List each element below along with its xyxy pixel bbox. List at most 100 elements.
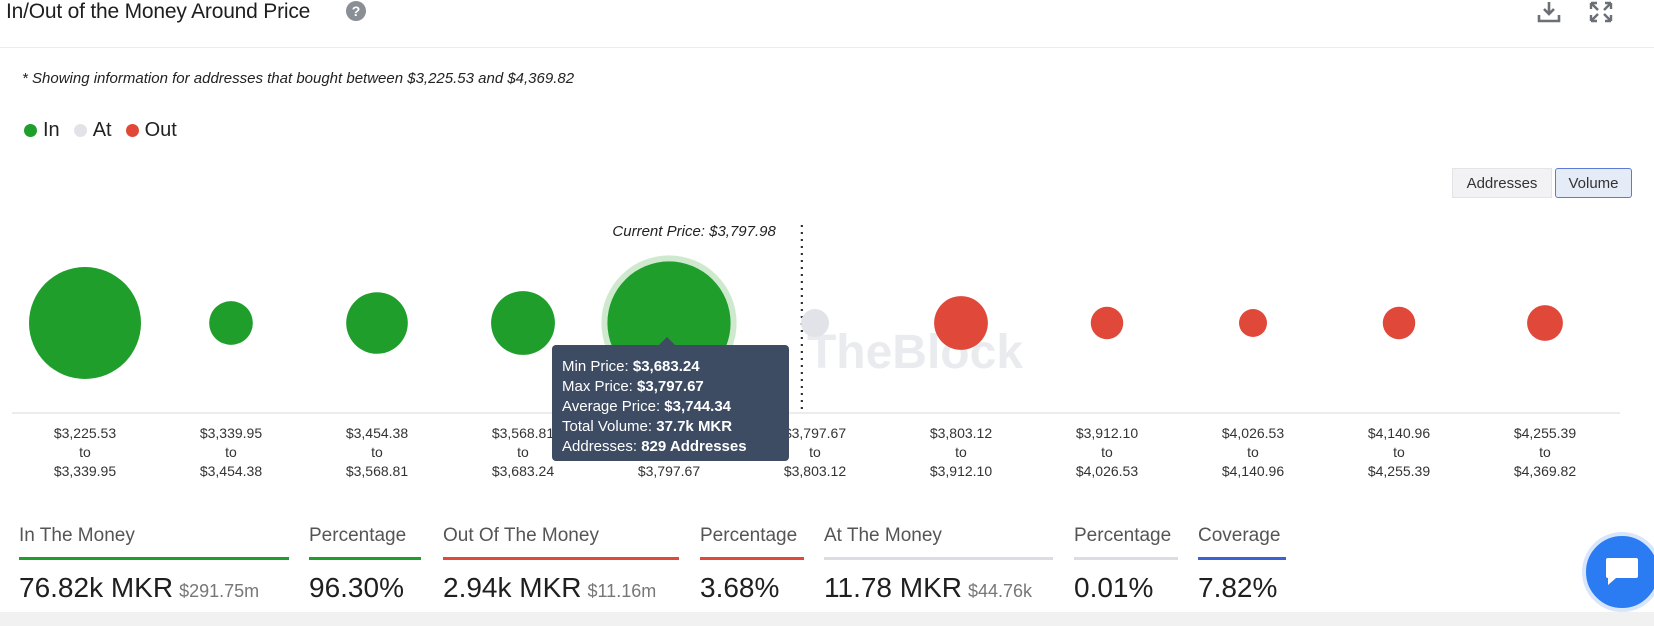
stat-bar bbox=[19, 557, 289, 560]
stat-value: 2.94k MKR $11.16m bbox=[443, 572, 657, 603]
tick-label-10-0: $4,255.39 bbox=[1514, 425, 1576, 441]
watermark-text: TheBlock bbox=[807, 326, 1023, 379]
stat-label: Percentage bbox=[1074, 525, 1172, 546]
legend-label-at: At bbox=[92, 119, 112, 141]
bubble-at-5 bbox=[801, 309, 829, 337]
stat-out-percentage: Percentage 3.68% bbox=[700, 525, 804, 604]
bubble-in-0 bbox=[29, 267, 141, 379]
stat-value: 0.01% bbox=[1074, 572, 1154, 603]
stat-value: 11.78 MKR $44.76k bbox=[824, 572, 1033, 603]
legend: In At Out bbox=[24, 119, 191, 142]
tick-label-9-0: $4,140.96 bbox=[1368, 425, 1430, 441]
legend-label-in: In bbox=[43, 119, 60, 141]
tick-label-4-2: $3,797.67 bbox=[638, 463, 700, 479]
stat-bar bbox=[824, 557, 1053, 560]
bubble-in-1 bbox=[209, 301, 253, 345]
tick-label-5-2: $3,803.12 bbox=[784, 463, 846, 479]
stat-at-percentage: Percentage 0.01% bbox=[1074, 525, 1178, 604]
legend-dot-in bbox=[24, 124, 37, 137]
stat-value: 3.68% bbox=[700, 572, 780, 603]
expand-icon[interactable] bbox=[1588, 0, 1614, 24]
bottom-edge bbox=[0, 612, 1654, 626]
tick-label-10-2: $4,369.82 bbox=[1514, 463, 1576, 479]
chart-title: In/Out of the Money Around Price bbox=[6, 0, 311, 23]
tick-label-6-0: $3,803.12 bbox=[930, 425, 992, 441]
volume-toggle-button[interactable]: Volume bbox=[1555, 168, 1632, 198]
stat-in-the-money: In The Money 76.82k MKR $291.75m bbox=[19, 525, 289, 604]
stat-in-percentage: Percentage 96.30% bbox=[309, 525, 421, 604]
stat-value: 7.82% bbox=[1198, 572, 1278, 603]
stat-sub-value: $291.75m bbox=[179, 581, 260, 601]
stat-bar bbox=[1074, 557, 1178, 560]
tooltip-min-price: Min Price: $3,683.24 bbox=[562, 358, 700, 375]
legend-item-out[interactable]: Out bbox=[125, 119, 177, 142]
tick-label-8-1: to bbox=[1247, 444, 1259, 460]
tick-label-7-0: $3,912.10 bbox=[1076, 425, 1138, 441]
tick-label-6-2: $3,912.10 bbox=[930, 463, 992, 479]
tick-label-3-1: to bbox=[517, 444, 529, 460]
stat-bar bbox=[309, 557, 421, 560]
tick-label-2-2: $3,568.81 bbox=[346, 463, 408, 479]
tooltip-total-volume: Total Volume: 37.7k MKR bbox=[562, 418, 733, 435]
bubble-out-7 bbox=[1090, 306, 1124, 340]
tick-label-8-2: $4,140.96 bbox=[1222, 463, 1284, 479]
bubble-in-2 bbox=[346, 292, 408, 354]
tick-label-6-1: to bbox=[955, 444, 967, 460]
stat-bar bbox=[1198, 557, 1286, 560]
legend-item-at[interactable]: At bbox=[73, 119, 112, 142]
tick-label-0-1: to bbox=[79, 444, 91, 460]
tick-label-8-0: $4,026.53 bbox=[1222, 425, 1284, 441]
bubble-out-10 bbox=[1527, 305, 1563, 341]
chat-bubble-icon[interactable] bbox=[1582, 532, 1654, 612]
stat-coverage: Coverage 7.82% bbox=[1198, 525, 1286, 604]
stat-sub-value: $11.16m bbox=[587, 581, 657, 601]
legend-dot-at bbox=[73, 124, 87, 137]
tick-label-2-1: to bbox=[371, 444, 383, 460]
tooltip-addresses: Addresses: 829 Addresses bbox=[562, 438, 747, 455]
stat-bar bbox=[700, 557, 804, 560]
tick-label-1-1: to bbox=[225, 444, 237, 460]
stat-at-the-money: At The Money 11.78 MKR $44.76k bbox=[824, 525, 1053, 604]
tick-label-7-2: $4,026.53 bbox=[1076, 463, 1138, 479]
tick-label-2-0: $3,454.38 bbox=[346, 425, 408, 441]
tick-label-5-1: to bbox=[809, 444, 821, 460]
chart-header: In/Out of the Money Around Price ? bbox=[0, 0, 1654, 48]
tick-label-7-1: to bbox=[1101, 444, 1113, 460]
bubble-out-8 bbox=[1239, 309, 1267, 337]
tick-label-1-0: $3,339.95 bbox=[200, 425, 262, 441]
in-out-money-chart: TheBlock Current Price: $3,797.98 $3,225.5… bbox=[12, 223, 1620, 479]
stat-out-of-the-money: Out Of The Money 2.94k MKR $11.16m bbox=[443, 525, 679, 604]
tooltip-max-price: Max Price: $3,797.67 bbox=[562, 378, 704, 395]
tick-label-9-1: to bbox=[1393, 444, 1405, 460]
download-icon[interactable] bbox=[1536, 0, 1562, 24]
question-circle-icon[interactable]: ? bbox=[346, 1, 366, 21]
bubble-out-6 bbox=[934, 296, 988, 350]
stat-value: 76.82k MKR $291.75m bbox=[19, 572, 260, 603]
addresses-toggle-button[interactable]: Addresses bbox=[1452, 168, 1552, 198]
stat-label: Percentage bbox=[700, 525, 798, 546]
stat-label: Out Of The Money bbox=[443, 525, 599, 546]
tick-label-9-2: $4,255.39 bbox=[1368, 463, 1430, 479]
stat-bar bbox=[443, 557, 679, 560]
stat-label: Coverage bbox=[1198, 525, 1281, 546]
stat-label: Percentage bbox=[309, 525, 407, 546]
tooltip-average-price: Average Price: $3,744.34 bbox=[562, 398, 732, 415]
legend-item-in[interactable]: In bbox=[24, 119, 60, 142]
tick-label-3-0: $3,568.81 bbox=[492, 425, 554, 441]
tick-label-0-2: $3,339.95 bbox=[54, 463, 116, 479]
summary-stats: In The Money 76.82k MKR $291.75m Percenta… bbox=[0, 525, 1654, 625]
stat-value: 96.30% bbox=[309, 572, 404, 603]
bubble-out-9 bbox=[1382, 306, 1416, 340]
stat-label: At The Money bbox=[824, 525, 942, 546]
stat-sub-value: $44.76k bbox=[968, 581, 1033, 601]
tick-label-0-0: $3,225.53 bbox=[54, 425, 116, 441]
chat-icon-glyph bbox=[1606, 558, 1638, 585]
tick-label-10-1: to bbox=[1539, 444, 1551, 460]
range-note: * Showing information for addresses that… bbox=[22, 70, 575, 87]
tick-label-3-2: $3,683.24 bbox=[492, 463, 554, 479]
current-price-label: Current Price: $3,797.98 bbox=[612, 223, 776, 240]
tick-label-1-2: $3,454.38 bbox=[200, 463, 262, 479]
legend-label-out: Out bbox=[144, 119, 177, 141]
stat-label: In The Money bbox=[19, 525, 135, 546]
tick-label-5-0: $3,797.67 bbox=[784, 425, 846, 441]
